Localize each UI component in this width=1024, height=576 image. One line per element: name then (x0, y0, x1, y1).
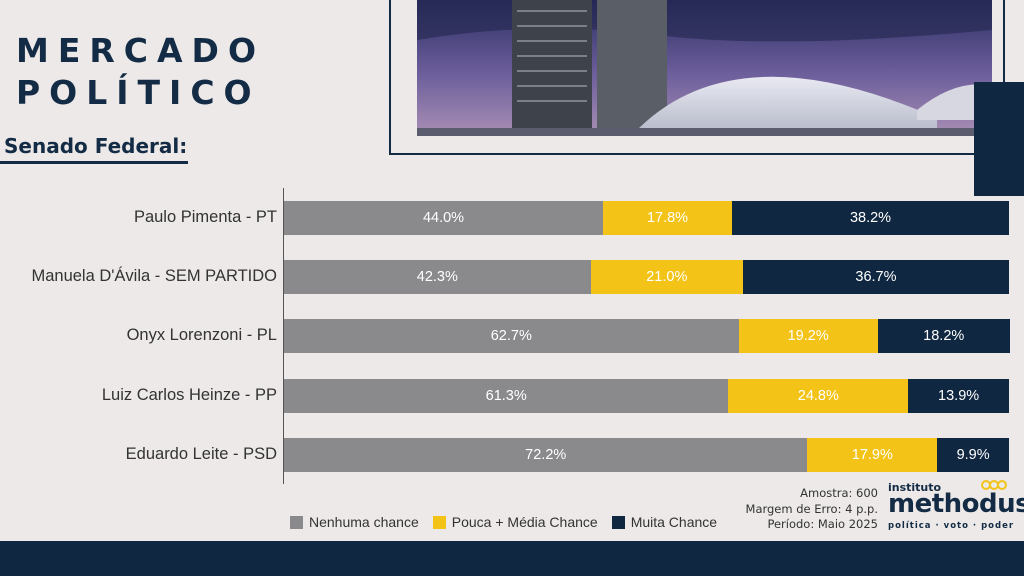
chart-legend: Nenhuma chance Pouca + Média Chance Muit… (290, 514, 731, 530)
data-label: 13.9% (938, 387, 980, 404)
page-title: MERCADO POLÍTICO (16, 30, 265, 114)
bar-segment: 72.2% (284, 437, 808, 472)
data-label: 72.2% (525, 446, 567, 463)
legend-item-pouca-media: Pouca + Média Chance (432, 514, 598, 530)
bar-segment: 36.7% (742, 260, 1009, 295)
logo-tagline: política · voto · poder (888, 521, 1015, 531)
y-axis-line (283, 188, 284, 484)
bar-segment: 18.2% (877, 319, 1010, 354)
subtitle-underline (0, 161, 188, 164)
logo-rings-icon (981, 480, 1007, 490)
note-amostra: Amostra: 600 (800, 486, 878, 500)
legend-item-nenhuma: Nenhuma chance (290, 514, 419, 530)
survey-notes: Amostra: 600 Margem de Erro: 4 p.p. Perí… (746, 486, 878, 533)
category-label: Paulo Pimenta - PT (133, 208, 277, 226)
note-margem: Margem de Erro: 4 p.p. (745, 501, 878, 516)
congress-photo (417, 0, 992, 136)
bar-segment: 21.0% (590, 260, 743, 295)
bar-segment: 17.8% (603, 201, 733, 235)
chart-subtitle: Senado Federal: (4, 134, 188, 158)
bar-segment: 19.2% (738, 319, 878, 354)
data-label: 17.9% (851, 446, 893, 463)
bar-segment: 61.3% (284, 378, 729, 413)
data-label: 38.2% (849, 210, 892, 226)
photo-frame (389, 0, 1005, 155)
data-label: 61.3% (485, 387, 527, 404)
data-label: 42.3% (416, 269, 458, 286)
bar-segment: 44.0% (284, 201, 603, 235)
data-label: 17.8% (646, 210, 689, 226)
data-label: 21.0% (646, 269, 688, 286)
legend-swatch-muita (611, 515, 625, 529)
legend-swatch-pouca-media (432, 515, 446, 529)
bar-segment: 9.9% (937, 437, 1009, 472)
data-label: 36.7% (855, 269, 897, 286)
data-label: 9.9% (956, 446, 990, 463)
category-label: Onyx Lorenzoni - PL (126, 326, 277, 345)
legend-swatch-nenhuma (290, 515, 303, 529)
methodus-logo: instituto methodus política · voto · pod… (888, 479, 1024, 535)
legend-label-nenhuma: Nenhuma chance (309, 514, 419, 530)
bar-segment: 42.3% (284, 260, 591, 295)
legend-label-pouca-media: Pouca + Média Chance (451, 514, 598, 530)
data-label: 44.0% (422, 210, 465, 226)
title-line-2: POLÍTICO (16, 73, 261, 112)
bar-segment: 62.7% (284, 319, 739, 354)
data-label: 18.2% (923, 328, 965, 345)
decorative-dark-block (974, 82, 1024, 196)
title-line-1: MERCADO (16, 31, 265, 70)
bar-segment: 17.9% (807, 437, 938, 472)
data-label: 19.2% (787, 328, 829, 345)
legend-item-muita: Muita Chance (611, 514, 718, 530)
logo-methodus: methodus (888, 489, 1024, 519)
bar-segment: 38.2% (732, 201, 1009, 235)
footer-band (0, 541, 1024, 576)
legend-label-muita: Muita Chance (630, 514, 718, 530)
logo-instituto: instituto (888, 481, 942, 494)
data-label: 24.8% (797, 387, 839, 404)
category-label: Manuela D'Ávila - SEM PARTIDO (31, 267, 277, 286)
category-label: Luiz Carlos Heinze - PP (101, 385, 277, 404)
data-label: 62.7% (490, 328, 532, 345)
bar-segment: 13.9% (908, 378, 1009, 413)
category-label: Eduardo Leite - PSD (125, 444, 277, 463)
bar-segment: 24.8% (728, 378, 909, 413)
note-periodo: Período: Maio 2025 (767, 517, 878, 531)
